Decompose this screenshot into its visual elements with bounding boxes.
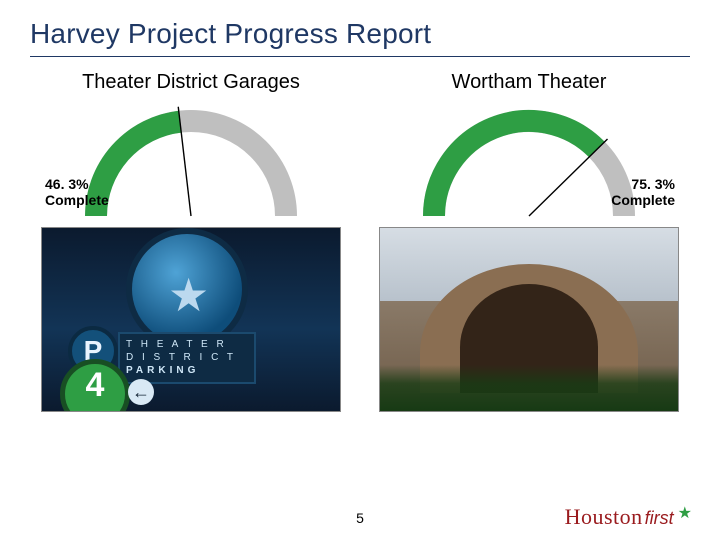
percent-value: 75. 3% — [631, 176, 675, 192]
slide: Harvey Project Progress Report Theater D… — [0, 0, 720, 540]
gauge: 75. 3% Complete — [389, 96, 669, 221]
title-divider — [30, 56, 690, 57]
foreground-trees — [380, 365, 678, 411]
percent-label: 46. 3% Complete — [45, 176, 135, 208]
percent-value: 46. 3% — [45, 176, 89, 192]
gauge: 46. 3% Complete — [51, 96, 331, 221]
page-title: Harvey Project Progress Report — [30, 18, 690, 50]
photo-wortham-theater — [379, 227, 679, 412]
logo-word: Houston — [565, 504, 643, 530]
panel-theater-district-garages: Theater District Garages 46. 3% Complete… — [36, 71, 346, 412]
sign-text: T H E A T E RD I S T R I C TPARKING — [118, 332, 256, 384]
panel-wortham-theater: Wortham Theater 75. 3% Complete — [374, 71, 684, 412]
logo-star-icon: ★ — [678, 503, 692, 523]
panel-title: Wortham Theater — [374, 71, 684, 94]
percent-complete-word: Complete — [611, 192, 675, 208]
photo-theater-district-sign: ★ T H E A T E RD I S T R I C TPARKING P … — [41, 227, 341, 412]
percent-complete-word: Complete — [45, 192, 109, 208]
panel-title: Theater District Garages — [36, 71, 346, 94]
star-icon: ★ — [168, 268, 209, 322]
logo-suffix: first — [645, 508, 674, 529]
logo-houstonfirst: Houstonfirst★ — [565, 504, 692, 530]
percent-label: 75. 3% Complete — [585, 176, 675, 208]
panels-row: Theater District Garages 46. 3% Complete… — [30, 71, 690, 412]
arrow-left-icon: ← — [128, 379, 154, 405]
